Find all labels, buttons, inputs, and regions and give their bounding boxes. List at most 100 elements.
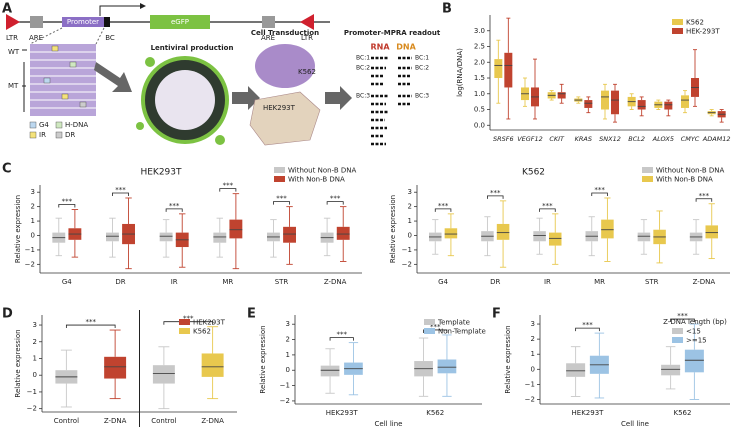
promoter-box <box>62 17 104 27</box>
x-tick-label: Z-DNA <box>324 278 347 286</box>
y-tick-label: 1.0 <box>474 90 485 98</box>
process-arrow <box>94 62 132 92</box>
legend-label: HEK-293T <box>686 28 720 36</box>
legend-swatch <box>642 176 653 182</box>
y-tick-label: 2 <box>33 338 37 346</box>
significance-bracket <box>165 208 183 212</box>
legend-swatch <box>642 167 653 173</box>
ltr-label: LTR <box>301 34 313 42</box>
y-tick-label: 0 <box>531 365 535 373</box>
cell-label: K562 <box>298 68 316 76</box>
y-tick-label: 3.0 <box>474 27 485 35</box>
x-tick-label: ADAM12 <box>702 135 731 143</box>
significance-bracket <box>670 318 695 323</box>
box <box>664 101 673 110</box>
tss-arrowhead <box>140 3 146 9</box>
legend-swatch <box>29 121 37 129</box>
y-tick-label: 2.0 <box>474 58 485 66</box>
dna-label: DNA <box>396 43 416 52</box>
box <box>584 100 593 108</box>
box <box>637 232 651 242</box>
egfp-label: eGFP <box>171 18 189 26</box>
y-tick-label: 0 <box>408 231 412 239</box>
cell-label: HEK293T <box>263 104 296 112</box>
box <box>106 232 119 242</box>
barcode-label: BC:2 <box>415 65 429 72</box>
legend-swatch <box>672 28 683 34</box>
y-axis-label: Relative expression <box>14 329 22 397</box>
motif <box>61 93 69 100</box>
legend-swatch <box>179 328 190 334</box>
legend-title: Z-DNA length (bp) <box>663 318 727 326</box>
legend-label: HEK293T <box>193 319 226 327</box>
legend-swatch <box>55 131 63 139</box>
y-tick-label: −2 <box>25 260 35 268</box>
y-tick-label: 1 <box>531 350 535 358</box>
x-tick-label: CMYC <box>681 135 700 143</box>
significance-bracket <box>575 327 600 332</box>
significance-label: *** <box>490 189 501 197</box>
y-tick-label: 0 <box>33 371 37 379</box>
x-tick-label: SNX12 <box>599 135 621 143</box>
significance-label: *** <box>594 186 605 194</box>
legend-swatch <box>55 121 63 129</box>
significance-bracket <box>487 195 504 199</box>
legend-swatch <box>424 328 435 334</box>
significance-label: *** <box>330 195 341 203</box>
box <box>229 219 243 239</box>
x-tick-label: DR <box>490 278 500 286</box>
legend-label: Template <box>437 319 470 327</box>
x-tick-label: IR <box>544 278 551 286</box>
significance-label: *** <box>115 186 126 194</box>
panel-letter: B <box>442 2 452 17</box>
x-tick-label: BCL2 <box>628 135 645 143</box>
x-tick-label: Control <box>151 417 176 425</box>
barcode-label: BC:1 <box>356 55 370 62</box>
step-label: Promoter-MPRA readout <box>344 29 441 37</box>
legend-label: DR <box>65 131 75 139</box>
y-axis-label: Relative expression <box>259 325 267 393</box>
y-tick-label: 0 <box>286 366 290 374</box>
y-tick-label: 0.0 <box>474 121 485 129</box>
step-label: Cell Transduction <box>251 29 319 37</box>
are-right <box>262 16 275 28</box>
significance-label: *** <box>62 198 73 206</box>
box <box>437 359 457 374</box>
box <box>557 92 566 99</box>
box <box>336 226 350 240</box>
box <box>283 226 296 243</box>
panel-a: A LTR ARE Promoter BC eGFP ARE LTR WT <box>2 2 441 146</box>
x-axis-label: Cell line <box>375 420 403 428</box>
box <box>152 365 175 384</box>
x-tick-label: ALOX5 <box>652 135 674 143</box>
x-tick-label: HEK293T <box>326 409 359 417</box>
y-tick-label: 1.5 <box>474 74 485 82</box>
are-left <box>30 16 43 28</box>
legend-label: With Non-B DNA <box>656 176 713 184</box>
legend-label: IR <box>39 131 46 139</box>
x-tick-label: K562 <box>426 409 444 417</box>
box <box>504 52 513 88</box>
x-tick-label: DR <box>115 278 125 286</box>
legend-swatch <box>274 176 285 182</box>
legend-label: Non-Template <box>438 328 486 336</box>
legend-label: Without Non-B DNA <box>656 167 724 175</box>
ltr-label: LTR <box>6 34 18 42</box>
x-tick-label: Z-DNA <box>201 417 224 425</box>
bc-label: BC <box>105 34 115 42</box>
box <box>213 232 227 243</box>
y-tick-label: 0 <box>31 231 35 239</box>
significance-label: *** <box>86 318 97 326</box>
legend-label: >=15 <box>686 337 707 345</box>
panel-letter: D <box>2 307 13 322</box>
motif <box>51 45 59 52</box>
x-tick-label: SRSF6 <box>493 135 514 143</box>
significance-label: *** <box>699 192 710 200</box>
significance-label: *** <box>582 321 593 329</box>
y-tick-label: 2.5 <box>474 43 485 51</box>
panel-letter: A <box>2 2 12 17</box>
significance-label: *** <box>677 312 688 320</box>
x-tick-label: STR <box>275 278 289 286</box>
y-axis-label: Relative expression <box>14 195 22 263</box>
significance-bracket <box>539 208 556 212</box>
